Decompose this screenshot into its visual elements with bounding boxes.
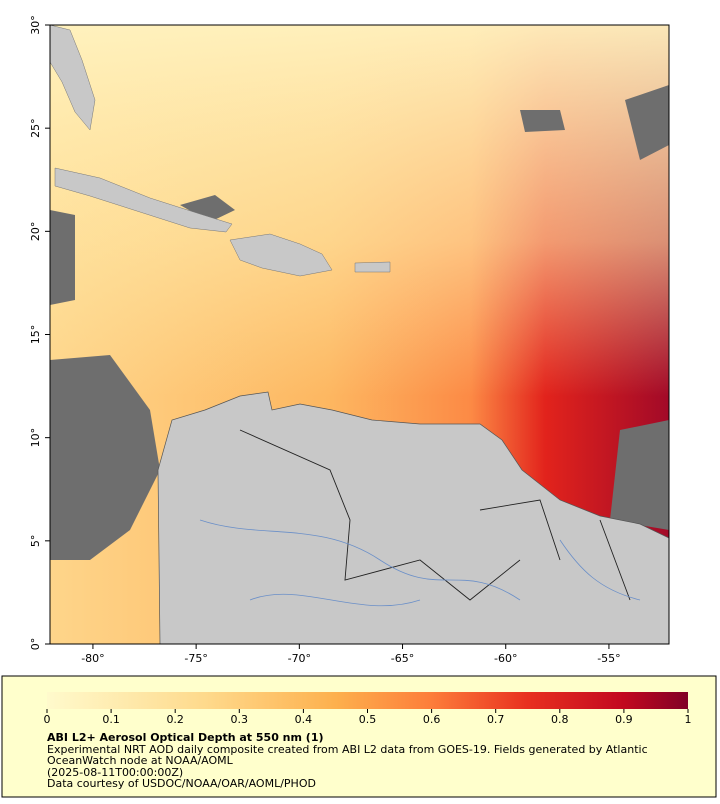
colorbar-tick-label: 0 — [44, 713, 51, 726]
legend-credit: Data courtesy of USDOC/NOAA/OAR/AOML/PHO… — [47, 777, 316, 790]
y-tick-label: 0° — [29, 638, 42, 651]
y-tick-label: 20° — [29, 222, 42, 242]
y-tick-label: 25° — [29, 118, 42, 138]
legend-description: OceanWatch node at NOAA/AOML — [47, 754, 234, 767]
colorbar-tick-label: 1 — [685, 713, 692, 726]
colorbar-tick-label: 0.8 — [551, 713, 569, 726]
cloud — [610, 420, 669, 530]
cloud — [625, 85, 669, 160]
x-tick-label: -55° — [597, 652, 620, 665]
legend-time: (2025-08-11T00:00:00Z) — [47, 766, 183, 779]
border — [239, 429, 631, 601]
colorbar-tick-label: 0.3 — [231, 713, 249, 726]
colorbar-tick-label: 0.7 — [487, 713, 505, 726]
cloud — [520, 110, 565, 132]
x-tick-label: -75° — [184, 652, 207, 665]
y-tick-label: 5° — [29, 535, 42, 548]
land — [50, 25, 96, 131]
y-tick-label: 15° — [29, 325, 42, 345]
land — [54, 167, 233, 233]
colorbar-tick-label: 0.5 — [359, 713, 377, 726]
x-tick-label: -70° — [288, 652, 311, 665]
x-tick-label: -65° — [391, 652, 414, 665]
colorbar-tick-label: 0.1 — [102, 713, 120, 726]
colorbar-tick-label: 0.6 — [423, 713, 441, 726]
x-tick-label: -60° — [494, 652, 517, 665]
land — [354, 261, 391, 273]
legend-title: ABI L2+ Aerosol Optical Depth at 550 nm … — [47, 731, 324, 744]
y-tick-label: 30° — [29, 15, 42, 35]
x-tick-label: -80° — [81, 652, 104, 665]
y-tick-label: 10° — [29, 428, 42, 448]
cloud — [50, 355, 160, 560]
land — [157, 391, 669, 644]
cloud — [180, 195, 235, 222]
colorbar-tick-label: 0.9 — [615, 713, 633, 726]
cloud — [50, 210, 75, 305]
colorbar-tick-label: 0.2 — [166, 713, 184, 726]
colorbar-tick-label: 0.4 — [295, 713, 313, 726]
map-area — [50, 25, 669, 644]
legend-description: Experimental NRT AOD daily composite cre… — [47, 743, 648, 756]
colorbar — [47, 692, 688, 709]
land — [229, 233, 333, 277]
river — [199, 519, 641, 607]
